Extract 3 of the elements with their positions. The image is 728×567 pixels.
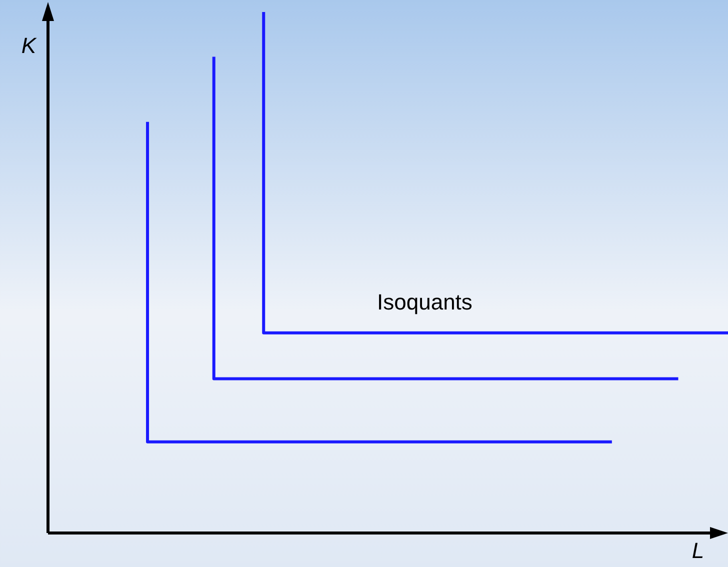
x-axis-title: L [692,538,704,564]
annotation: Isoquants [377,289,472,314]
y-axis-title: K [21,33,38,58]
